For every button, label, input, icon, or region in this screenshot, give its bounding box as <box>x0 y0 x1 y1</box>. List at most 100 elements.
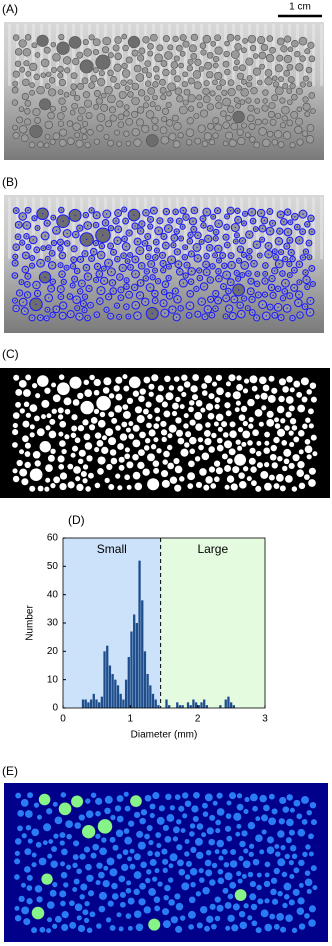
particle <box>66 120 74 127</box>
particle <box>273 483 280 490</box>
particle <box>104 807 111 815</box>
particle <box>58 463 65 470</box>
particle <box>308 851 314 857</box>
particle <box>246 476 252 482</box>
particle <box>102 36 112 46</box>
particle-center <box>79 227 81 229</box>
particle <box>69 921 77 929</box>
particle-center <box>256 273 258 275</box>
particle-center <box>241 240 244 242</box>
particle <box>223 861 230 868</box>
particle-outline <box>282 304 292 313</box>
particle <box>160 420 167 428</box>
particle <box>306 888 312 894</box>
particle-outline <box>83 221 93 230</box>
particle-outline <box>135 291 145 300</box>
particle <box>114 36 122 44</box>
particle <box>237 137 246 146</box>
particle-outline <box>203 305 212 314</box>
particle-center <box>250 280 252 282</box>
particle-center <box>89 304 92 306</box>
particle <box>222 60 230 68</box>
particle-outline <box>43 315 50 322</box>
particle-center <box>204 316 206 318</box>
particle <box>252 429 259 437</box>
particle-center <box>180 237 182 240</box>
particle-center <box>79 290 81 293</box>
particle <box>79 853 86 860</box>
particle-center <box>177 263 180 265</box>
particle-center <box>87 275 89 278</box>
particle <box>147 87 155 95</box>
particle <box>288 462 295 470</box>
particle-outline <box>234 207 241 214</box>
particle-center <box>154 269 156 272</box>
particle-outline <box>33 289 42 298</box>
particle <box>301 795 309 804</box>
particle-center <box>184 256 186 258</box>
particle <box>76 915 82 921</box>
particle-center <box>115 220 117 222</box>
particle-center <box>218 277 220 280</box>
particle <box>236 870 242 877</box>
particle-center <box>126 260 129 262</box>
particle <box>248 122 256 130</box>
particle <box>226 800 232 806</box>
particle <box>112 44 120 52</box>
particle-center <box>198 269 200 272</box>
particle <box>47 111 55 120</box>
particle <box>74 437 81 444</box>
particle-outline <box>161 241 170 250</box>
particle <box>23 918 31 926</box>
particle <box>283 54 293 64</box>
particle-center <box>215 237 217 240</box>
particle <box>180 828 186 833</box>
bar <box>146 674 149 708</box>
particle-outline <box>45 244 52 251</box>
particle <box>166 90 172 97</box>
particle <box>75 476 81 482</box>
particle-outline <box>247 207 257 217</box>
particle <box>126 880 132 886</box>
particle <box>156 816 165 825</box>
particle <box>85 486 91 492</box>
particle <box>297 897 305 905</box>
particle-outline <box>28 235 38 245</box>
particle <box>21 882 26 888</box>
particle-center <box>280 316 282 319</box>
particle-outline <box>225 287 232 295</box>
particle-outline <box>137 262 146 270</box>
particle <box>201 383 208 390</box>
particle <box>145 110 155 119</box>
bar <box>143 651 147 708</box>
particle <box>18 39 27 48</box>
particle-center <box>69 295 71 298</box>
particle <box>80 883 88 891</box>
particle-outline <box>145 283 155 292</box>
particle <box>94 432 102 439</box>
tube-stripe <box>200 24 203 87</box>
particle-center <box>289 274 291 276</box>
particle <box>146 869 152 875</box>
particle <box>98 871 105 879</box>
particle-center <box>238 260 240 262</box>
particle <box>108 484 115 490</box>
particle-center <box>192 220 194 223</box>
particle-outline <box>123 303 130 311</box>
particle <box>122 849 129 856</box>
particle <box>128 376 141 389</box>
particle <box>154 851 161 858</box>
particle-center <box>236 272 238 274</box>
particle-center <box>227 290 230 292</box>
particle <box>247 915 253 921</box>
panel-label: (B) <box>2 175 18 189</box>
particle <box>237 427 244 433</box>
particle-center <box>176 298 179 300</box>
particle <box>117 443 124 450</box>
particle-center <box>243 264 246 267</box>
particle <box>202 802 208 809</box>
particle-outline <box>253 314 261 322</box>
particle-outline <box>68 208 82 222</box>
particle <box>236 128 244 136</box>
particle <box>208 466 216 473</box>
